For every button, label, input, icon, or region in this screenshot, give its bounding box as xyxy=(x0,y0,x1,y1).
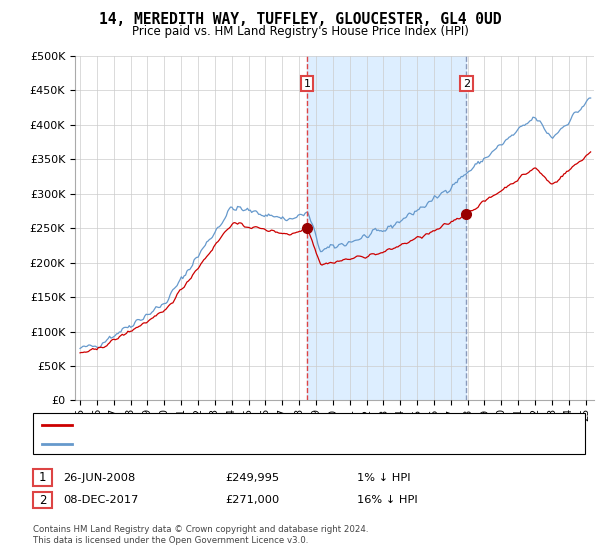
Text: £249,995: £249,995 xyxy=(225,473,279,483)
Text: HPI: Average price, detached house, Gloucester: HPI: Average price, detached house, Glou… xyxy=(78,438,316,449)
Text: 14, MEREDITH WAY, TUFFLEY, GLOUCESTER, GL4 0UD: 14, MEREDITH WAY, TUFFLEY, GLOUCESTER, G… xyxy=(99,12,501,27)
Text: 26-JUN-2008: 26-JUN-2008 xyxy=(63,473,135,483)
Text: 08-DEC-2017: 08-DEC-2017 xyxy=(63,495,139,505)
Text: 2: 2 xyxy=(463,78,470,88)
Text: £271,000: £271,000 xyxy=(225,495,279,505)
Text: Contains HM Land Registry data © Crown copyright and database right 2024.
This d: Contains HM Land Registry data © Crown c… xyxy=(33,525,368,545)
Text: 16% ↓ HPI: 16% ↓ HPI xyxy=(357,495,418,505)
Text: 1% ↓ HPI: 1% ↓ HPI xyxy=(357,473,410,483)
Text: 1: 1 xyxy=(304,78,311,88)
Text: 1: 1 xyxy=(39,471,46,484)
Text: 2: 2 xyxy=(39,493,46,507)
Bar xyxy=(307,56,466,400)
Text: 14, MEREDITH WAY, TUFFLEY, GLOUCESTER, GL4 0UD (detached house): 14, MEREDITH WAY, TUFFLEY, GLOUCESTER, G… xyxy=(78,419,437,430)
Text: Price paid vs. HM Land Registry's House Price Index (HPI): Price paid vs. HM Land Registry's House … xyxy=(131,25,469,38)
